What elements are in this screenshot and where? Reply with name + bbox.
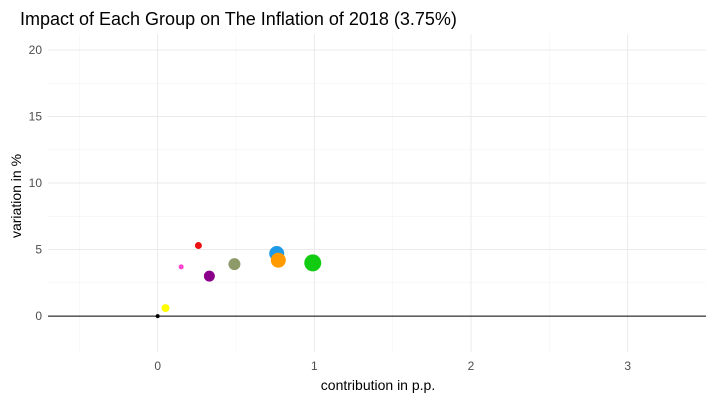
data-point [228,258,241,271]
data-point [203,270,215,282]
data-point [178,264,184,270]
data-points [155,242,322,319]
y-axis-title: variation in % [8,154,24,238]
data-point [161,304,170,313]
x-tick-label: 3 [624,359,631,373]
y-tick-label: 10 [29,176,43,190]
x-tick-label: 0 [154,359,161,373]
data-point [270,252,286,268]
y-tick-label: 20 [29,43,43,57]
x-tick-label: 2 [468,359,475,373]
x-tick-labels: 0 1 2 3 [154,359,631,373]
x-tick-label: 1 [311,359,318,373]
y-tick-label: 0 [35,309,42,323]
chart-title: Impact of Each Group on The Inflation of… [20,9,457,29]
data-point [155,314,160,319]
y-tick-label: 5 [35,243,42,257]
data-point [304,254,322,272]
data-point [194,242,202,250]
x-axis-title: contribution in p.p. [321,377,435,393]
major-gridlines [48,34,706,352]
y-tick-label: 15 [29,109,43,123]
minor-gridlines [48,34,706,352]
y-tick-labels: 0 5 10 15 20 [29,43,43,323]
